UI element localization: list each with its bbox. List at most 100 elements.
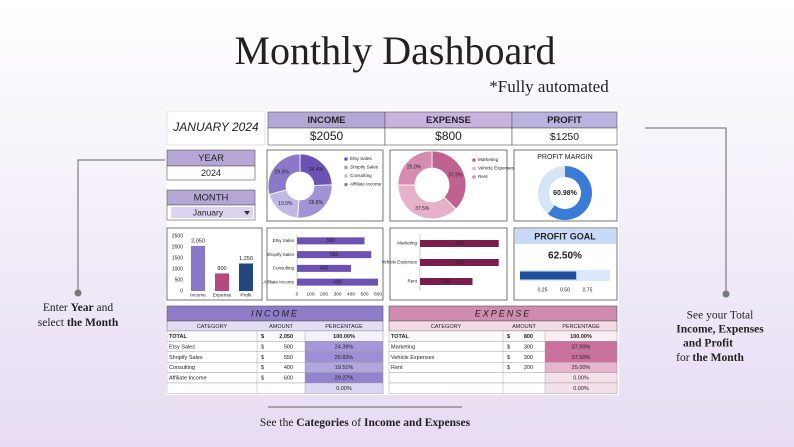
period-box (166, 110, 266, 146)
bar (297, 278, 378, 286)
y-tick-label: 2000 (172, 244, 183, 250)
donut-slice (397, 184, 457, 220)
legend-marker (344, 157, 348, 161)
callout-line (77, 159, 165, 292)
x-tick-label: 600 (374, 291, 382, 297)
bar-label: 400 (320, 266, 329, 272)
percentage-value: 26.83% (335, 355, 354, 361)
year-value: 2024 (201, 168, 221, 178)
note-part: of (349, 417, 364, 429)
bar-label: 800 (217, 266, 226, 272)
month-value: January (193, 207, 224, 217)
slice-label: 26.8% (309, 200, 324, 206)
x-tick-label: 0.75 (583, 287, 593, 293)
note-part: Year (71, 302, 94, 314)
legend-label: Shopify Sales (350, 165, 379, 170)
panel-title: PROFIT MARGIN (537, 154, 592, 161)
amount-cell: 300 (524, 344, 533, 350)
bar-label: 1,250 (239, 256, 253, 262)
bar-label: 600 (333, 279, 342, 285)
category-label: Etsy Sales (273, 238, 295, 243)
slice-label: 24.4% (309, 167, 324, 173)
x-tick-label: Profit (240, 292, 252, 298)
bottom-note: See the Categories of Income and Expense… (260, 417, 471, 429)
bar-label: 500 (327, 238, 336, 244)
currency-cell: $ (261, 376, 264, 382)
y-tick-label: 1000 (172, 266, 183, 272)
percentage-value: 19.51% (335, 365, 354, 371)
goal-bar (520, 271, 577, 280)
currency-cell: $ (507, 355, 510, 361)
left-note: Enter Year and (43, 302, 114, 314)
legend-marker (344, 165, 348, 170)
donut-slice (431, 150, 467, 210)
donut-slice (267, 153, 301, 196)
x-tick-label: 0.25 (538, 287, 548, 293)
category-cell: TOTAL (169, 334, 187, 340)
right-note: and Profit (683, 338, 733, 350)
year-label: YEAR (198, 153, 224, 164)
category-cell: TOTAL (391, 334, 409, 340)
bar (239, 263, 253, 291)
goal-value: 62.50% (548, 251, 582, 262)
legend-marker (344, 182, 348, 187)
x-tick-label: 400 (347, 291, 355, 297)
bar-label: 200 (442, 279, 451, 285)
note-part: and (94, 302, 114, 314)
currency-cell: $ (261, 344, 264, 350)
percentage-value: 100.00% (570, 334, 592, 340)
note-part: See the (260, 417, 296, 429)
slice-label: 25.0% (407, 164, 422, 170)
currency-cell: $ (261, 365, 264, 371)
currency-cell: $ (261, 355, 264, 361)
percentage-value: 37.50% (572, 355, 591, 361)
bar-label: 300 (455, 241, 464, 247)
category-cell: Marketing (391, 344, 415, 350)
column-header: AMOUNT (512, 324, 536, 330)
gauge-label: 60.98% (553, 190, 578, 197)
legend-label: Affiliate Income (350, 182, 382, 187)
y-tick-label: 1500 (172, 255, 183, 261)
currency-cell: $ (507, 334, 510, 340)
legend-label: Vehicle Expenses (478, 166, 515, 171)
x-tick-label: Income (190, 292, 206, 298)
legend-label: Marketing (478, 157, 499, 162)
note-part: Income and Expenses (364, 417, 471, 429)
legend-marker (344, 174, 348, 178)
percentage-cell (544, 382, 618, 394)
percentage-value: 37.50% (572, 344, 591, 350)
month-dropdown[interactable] (171, 207, 253, 218)
note-part: select (38, 317, 67, 329)
category-label: Rent (407, 279, 417, 284)
slice-label: 19.5% (278, 201, 293, 207)
legend-marker (472, 166, 476, 171)
category-cell: Consulting (169, 365, 195, 371)
gauge-arc (547, 166, 592, 220)
x-tick-label: 300 (333, 291, 341, 297)
goal-header (515, 229, 616, 244)
legend-label: Consulting (350, 173, 372, 178)
note-part: the Month (67, 317, 119, 329)
currency-cell: $ (261, 334, 264, 340)
legend-label: Etsy Sales (350, 156, 372, 161)
amount-cell: 600 (284, 376, 293, 382)
bar (297, 251, 372, 259)
bar (420, 240, 499, 247)
percentage-value: 25.00% (572, 365, 591, 371)
category-cell: Shopify Sales (169, 355, 203, 361)
x-tick-label: 100 (306, 291, 314, 297)
note-part: Enter (43, 302, 71, 314)
column-header: PERCENTAGE (562, 324, 600, 330)
bar-label: 300 (455, 260, 464, 266)
month-label: MONTH (194, 193, 229, 204)
column-header: AMOUNT (269, 324, 293, 330)
slice-label: 37.5% (448, 173, 463, 179)
x-tick-label: 0 (296, 291, 299, 297)
category-cell: Vehicle Expenses (391, 355, 435, 361)
note-part: for (676, 352, 692, 364)
donut-slice (397, 150, 433, 186)
category-label: Shopify Sales (266, 252, 294, 257)
x-tick-label: 0.50 (560, 287, 570, 293)
amount-cell: 800 (524, 334, 533, 340)
